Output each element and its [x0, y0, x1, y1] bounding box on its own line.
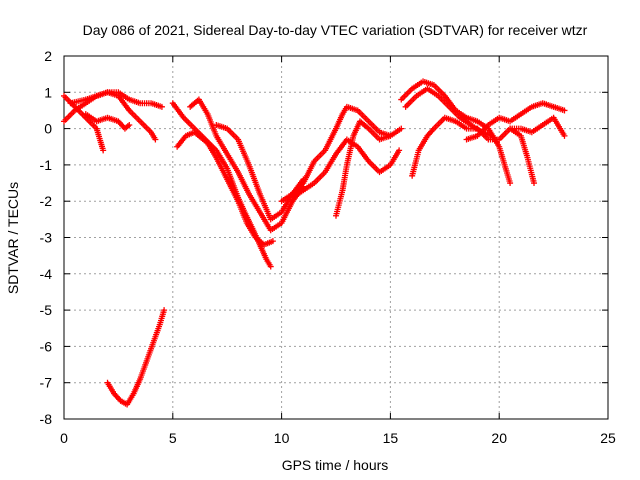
y-axis-label: SDTVAR / TECUs: [5, 182, 21, 294]
y-tick-labels: 2 1 0 -1 -2 -3 -4 -5 -6 -7 -8: [40, 48, 53, 427]
series-track-8: [174, 129, 276, 248]
x-tick-label: 0: [60, 430, 68, 446]
y-tick-label: -5: [40, 302, 53, 318]
x-tick-label: 15: [383, 430, 399, 446]
series-track-12: [333, 118, 405, 219]
data-point: [507, 180, 514, 187]
y-tick-label: -2: [40, 193, 53, 209]
y-tick-label: 2: [44, 48, 52, 64]
x-tick-label: 20: [491, 430, 507, 446]
series-track-11: [289, 136, 403, 201]
data-point: [269, 238, 276, 245]
y-tick-label: -7: [40, 375, 53, 391]
y-tick-label: -1: [40, 157, 53, 173]
series-track-9: [213, 121, 307, 223]
data-point: [561, 132, 568, 139]
data-point: [267, 263, 274, 270]
data-point: [100, 147, 107, 154]
y-tick-label: 0: [44, 121, 52, 137]
series-track-4: [82, 111, 133, 132]
series-track-5: [104, 307, 168, 408]
x-tick-label: 10: [274, 430, 290, 446]
data-point: [531, 180, 538, 187]
data-point: [398, 125, 405, 132]
y-tick-label: -6: [40, 338, 53, 354]
data-point: [161, 307, 168, 314]
y-tick-label: -4: [40, 266, 53, 282]
series-track-3: [67, 89, 165, 110]
y-tick-label: -8: [40, 411, 53, 427]
data-point: [158, 103, 165, 110]
data-points: [61, 78, 568, 408]
tick-marks: [63, 55, 609, 420]
series-track-16: [463, 100, 568, 143]
data-point: [561, 107, 568, 114]
x-tick-label: 25: [600, 430, 616, 446]
data-point: [126, 121, 133, 128]
x-axis-label: GPS time / hours: [282, 457, 389, 473]
x-tick-label: 5: [169, 430, 177, 446]
data-point: [396, 147, 403, 154]
y-tick-label: -3: [40, 230, 53, 246]
series-track-15: [409, 114, 538, 187]
series-track-17: [507, 114, 568, 139]
x-tick-labels: 0 5 10 15 20 25: [60, 430, 616, 446]
y-tick-label: 1: [44, 84, 52, 100]
chart-title: Day 086 of 2021, Sidereal Day-to-day VTE…: [83, 22, 588, 38]
data-point: [152, 136, 159, 143]
